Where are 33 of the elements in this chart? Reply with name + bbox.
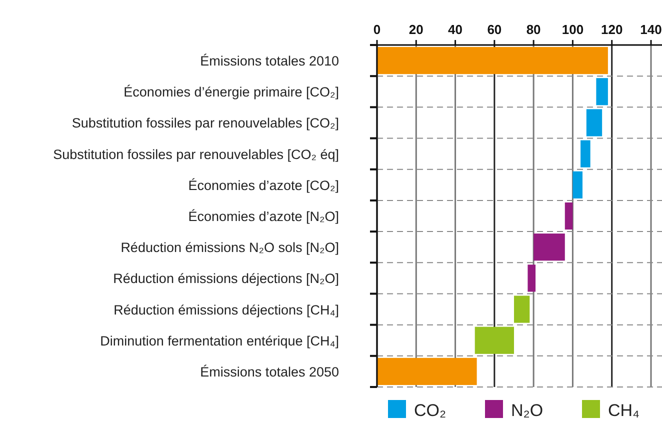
bar [534, 234, 565, 261]
y-tick-label: Réduction émissions déjections [N₂O] [113, 271, 339, 286]
x-tick-label: 60 [487, 22, 502, 37]
bar [596, 78, 608, 106]
bar [564, 202, 573, 230]
y-tick-label: Émissions totales 2050 [200, 364, 339, 380]
y-tick-label: Réduction émissions N₂O sols [N₂O] [120, 240, 339, 256]
bar [474, 326, 514, 354]
y-tick-label: Réduction émissions déjections [CH₄] [114, 302, 339, 318]
legend-label: CH₄ [608, 401, 640, 420]
bar [586, 109, 602, 136]
bar [377, 358, 477, 385]
x-tick-label: 140 [640, 22, 662, 37]
bar [514, 296, 530, 323]
y-tick-label: Diminution fermentation entérique [CH₄] [100, 333, 339, 348]
x-tick-label: 80 [526, 22, 541, 37]
legend-label: CO₂ [414, 401, 446, 420]
x-tick-label: 120 [601, 22, 623, 37]
bar [572, 171, 582, 198]
x-tick-label: 0 [373, 22, 381, 37]
bar [377, 47, 608, 74]
y-tick-label: Substitution fossiles par renouvelables [CO₂] [72, 116, 339, 131]
x-tick-label: 20 [408, 22, 424, 37]
y-tick-label: Économies d’azote [CO₂] [188, 178, 339, 193]
x-tick-label: 100 [562, 22, 584, 37]
y-tick-label: Économies d’azote [N₂O] [188, 209, 339, 224]
y-tick-label: Économies d’énergie primaire [CO₂] [124, 84, 339, 100]
legend-label: N₂O [511, 401, 544, 420]
y-tick-label: Substitution fossiles par renouvelables [CO₂ éq] [53, 146, 339, 162]
bar [580, 140, 590, 168]
y-tick-label: Émissions totales 2010 [200, 54, 339, 69]
x-tick-label: 40 [448, 22, 463, 37]
bar [528, 264, 536, 292]
